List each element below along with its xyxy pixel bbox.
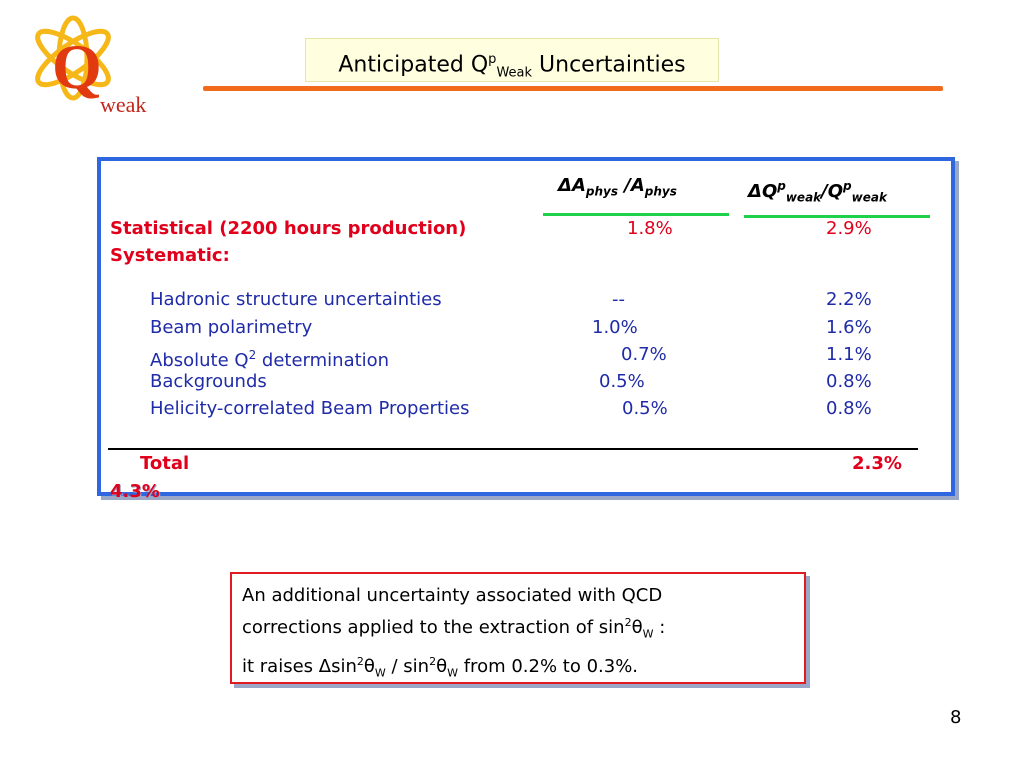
systematic-row-value-2: 1.1% bbox=[826, 344, 872, 365]
note-line-2-suffix: : bbox=[653, 617, 666, 638]
systematic-label: Systematic: bbox=[110, 245, 230, 266]
note-line-2-prefix: corrections applied to the extraction of… bbox=[242, 617, 625, 638]
systematic-row-value-2: 1.6% bbox=[826, 317, 872, 338]
logo-q-letter: Q bbox=[52, 31, 102, 102]
delta-symbol: Δ bbox=[748, 181, 762, 202]
header-a2-sub: phys bbox=[644, 184, 677, 199]
atom-orbit-icon bbox=[35, 15, 111, 101]
statistical-value-2: 2.9% bbox=[826, 218, 872, 239]
note-sub: W bbox=[374, 666, 386, 680]
systematic-row-label: Absolute Q2 determination bbox=[150, 344, 389, 372]
statistical-label: Statistical (2200 hours production) bbox=[110, 218, 467, 239]
label-suffix: determination bbox=[256, 350, 390, 371]
title-prefix: Anticipated Q bbox=[338, 52, 489, 78]
systematic-row-label: Backgrounds bbox=[150, 371, 267, 392]
qcd-note-text: An additional uncertainty associated wit… bbox=[242, 582, 797, 686]
header-q1: Q bbox=[761, 181, 778, 202]
header-underline-2 bbox=[744, 215, 930, 218]
systematic-row-value-1: 0.5% bbox=[622, 398, 668, 419]
total-separator-line bbox=[108, 448, 918, 450]
systematic-row-value-2: 0.8% bbox=[826, 398, 872, 419]
title-sub: Weak bbox=[496, 65, 533, 81]
note-line-3-mid: / sin bbox=[385, 655, 430, 677]
label-prefix: Absolute Q bbox=[150, 350, 249, 371]
theta-symbol: θ bbox=[436, 655, 448, 677]
note-sub: W bbox=[642, 627, 654, 641]
label-sup: 2 bbox=[248, 348, 257, 362]
note-line-3-prefix: it raises bbox=[242, 655, 319, 677]
systematic-row-label: Beam polarimetry bbox=[150, 317, 313, 338]
total-label: Total bbox=[140, 453, 190, 474]
systematic-row-label: Helicity-correlated Beam Properties bbox=[150, 398, 470, 419]
delta-symbol: Δ bbox=[318, 655, 332, 677]
header-asymmetry: ΔAphys /Aphys bbox=[558, 175, 677, 203]
header-a1: A bbox=[571, 175, 586, 196]
title-suffix: Uncertainties bbox=[532, 52, 686, 78]
systematic-row-value-1: 0.5% bbox=[599, 371, 645, 392]
header-underline-1 bbox=[543, 213, 729, 216]
note-sub: W bbox=[447, 666, 458, 680]
theta-symbol: θ bbox=[363, 655, 375, 677]
systematic-row-value-2: 0.8% bbox=[826, 371, 872, 392]
header-q1-sub: weak bbox=[785, 190, 822, 205]
systematic-row-label: Hadronic structure uncertainties bbox=[150, 289, 442, 310]
header-q2: Q bbox=[827, 181, 844, 202]
systematic-row-value-2: 2.2% bbox=[826, 289, 872, 310]
header-qweak: ΔQpweak/Qpweak bbox=[748, 175, 887, 209]
header-q1-sup: p bbox=[777, 179, 786, 193]
note-sup: 2 bbox=[429, 654, 437, 668]
systematic-row-value-1: 0.7% bbox=[621, 344, 667, 365]
theta-symbol: θ bbox=[631, 617, 643, 638]
header-a1-sub: phys bbox=[585, 184, 618, 199]
header-sep: / bbox=[617, 175, 631, 196]
logo-weak-text: weak bbox=[100, 92, 146, 117]
page-number: 8 bbox=[950, 707, 962, 728]
header-sep: / bbox=[821, 181, 828, 202]
note-sin: sin bbox=[331, 655, 357, 677]
statistical-value-1: 1.8% bbox=[627, 218, 673, 239]
title-underline bbox=[203, 86, 943, 91]
systematic-row-value-1: -- bbox=[612, 289, 625, 310]
delta-symbol: Δ bbox=[558, 175, 572, 196]
note-sup: 2 bbox=[356, 654, 364, 668]
qweak-logo: Q weak bbox=[35, 15, 146, 117]
total-value-1: 2.3% bbox=[852, 453, 902, 474]
systematic-row-value-1: 1.0% bbox=[592, 317, 638, 338]
uncertainty-table-box bbox=[97, 157, 955, 496]
total-value-2: 4.3% bbox=[110, 481, 160, 502]
slide-title: Anticipated QpWeak Uncertainties bbox=[305, 38, 719, 82]
note-line-3-suffix: from 0.2% to 0.3%. bbox=[458, 655, 639, 677]
title-sup: p bbox=[488, 52, 497, 67]
note-line-1: An additional uncertainty associated wit… bbox=[242, 585, 663, 606]
header-q2-sub: weak bbox=[851, 190, 887, 205]
header-q2-sup: p bbox=[843, 179, 852, 193]
qcd-note-box: An additional uncertainty associated wit… bbox=[230, 572, 806, 684]
header-a2: A bbox=[630, 175, 645, 196]
note-sup: 2 bbox=[624, 616, 632, 629]
